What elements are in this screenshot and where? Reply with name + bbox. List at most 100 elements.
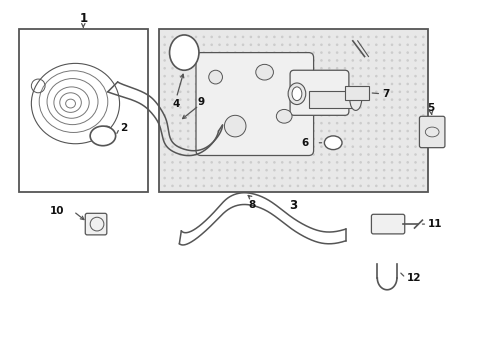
Bar <box>345 86 369 100</box>
Circle shape <box>337 177 338 179</box>
Circle shape <box>274 130 275 132</box>
Circle shape <box>250 138 251 139</box>
Circle shape <box>274 36 275 37</box>
Circle shape <box>266 60 267 61</box>
Circle shape <box>376 52 377 53</box>
Circle shape <box>258 154 259 155</box>
Circle shape <box>243 52 244 53</box>
Circle shape <box>321 177 322 179</box>
Circle shape <box>235 99 236 100</box>
Circle shape <box>415 115 416 116</box>
Circle shape <box>384 68 385 69</box>
Circle shape <box>423 68 424 69</box>
Circle shape <box>219 154 220 155</box>
Circle shape <box>188 185 189 186</box>
Circle shape <box>250 154 251 155</box>
Circle shape <box>164 177 165 179</box>
Circle shape <box>211 76 212 77</box>
Circle shape <box>266 185 267 186</box>
Circle shape <box>188 68 189 69</box>
Circle shape <box>282 154 283 155</box>
Circle shape <box>282 130 283 132</box>
Circle shape <box>344 68 345 69</box>
Circle shape <box>415 130 416 132</box>
Circle shape <box>250 177 251 179</box>
Circle shape <box>415 177 416 179</box>
Circle shape <box>172 122 173 124</box>
Circle shape <box>337 130 338 132</box>
Circle shape <box>258 162 259 163</box>
Circle shape <box>384 138 385 139</box>
Circle shape <box>329 122 330 124</box>
Circle shape <box>368 177 369 179</box>
Circle shape <box>219 138 220 139</box>
Circle shape <box>313 146 314 147</box>
Circle shape <box>290 115 291 116</box>
Circle shape <box>407 76 408 77</box>
Circle shape <box>423 154 424 155</box>
Circle shape <box>282 177 283 179</box>
Circle shape <box>227 99 228 100</box>
Circle shape <box>337 107 338 108</box>
Circle shape <box>211 91 212 93</box>
Circle shape <box>235 138 236 139</box>
Circle shape <box>164 170 165 171</box>
Circle shape <box>235 44 236 45</box>
Circle shape <box>219 36 220 37</box>
Circle shape <box>164 154 165 155</box>
Circle shape <box>384 115 385 116</box>
Circle shape <box>211 122 212 124</box>
Circle shape <box>329 115 330 116</box>
Circle shape <box>211 44 212 45</box>
Circle shape <box>203 76 204 77</box>
FancyBboxPatch shape <box>196 53 314 156</box>
Circle shape <box>352 91 353 93</box>
Circle shape <box>407 122 408 124</box>
Circle shape <box>188 177 189 179</box>
Circle shape <box>235 154 236 155</box>
Circle shape <box>337 60 338 61</box>
Circle shape <box>290 60 291 61</box>
Circle shape <box>235 115 236 116</box>
Circle shape <box>384 154 385 155</box>
Circle shape <box>243 138 244 139</box>
Circle shape <box>211 185 212 186</box>
Circle shape <box>274 162 275 163</box>
Circle shape <box>180 44 181 45</box>
Circle shape <box>344 177 345 179</box>
Text: 7: 7 <box>382 89 390 99</box>
Circle shape <box>344 115 345 116</box>
Circle shape <box>337 146 338 147</box>
Circle shape <box>352 177 353 179</box>
Circle shape <box>329 107 330 108</box>
Circle shape <box>266 162 267 163</box>
Circle shape <box>282 122 283 124</box>
Circle shape <box>360 84 361 85</box>
Circle shape <box>352 60 353 61</box>
Circle shape <box>376 91 377 93</box>
Circle shape <box>376 115 377 116</box>
Circle shape <box>305 68 306 69</box>
Circle shape <box>274 91 275 93</box>
Circle shape <box>211 177 212 179</box>
Circle shape <box>235 84 236 85</box>
Circle shape <box>321 185 322 186</box>
Circle shape <box>219 52 220 53</box>
Circle shape <box>172 91 173 93</box>
Circle shape <box>423 91 424 93</box>
Circle shape <box>313 154 314 155</box>
Circle shape <box>399 68 400 69</box>
Circle shape <box>344 162 345 163</box>
Circle shape <box>274 68 275 69</box>
Circle shape <box>344 185 345 186</box>
Circle shape <box>211 115 212 116</box>
Circle shape <box>407 44 408 45</box>
Circle shape <box>258 177 259 179</box>
Circle shape <box>305 162 306 163</box>
Circle shape <box>297 60 298 61</box>
Circle shape <box>219 91 220 93</box>
Circle shape <box>360 107 361 108</box>
Circle shape <box>180 68 181 69</box>
Circle shape <box>352 84 353 85</box>
Ellipse shape <box>209 70 222 84</box>
